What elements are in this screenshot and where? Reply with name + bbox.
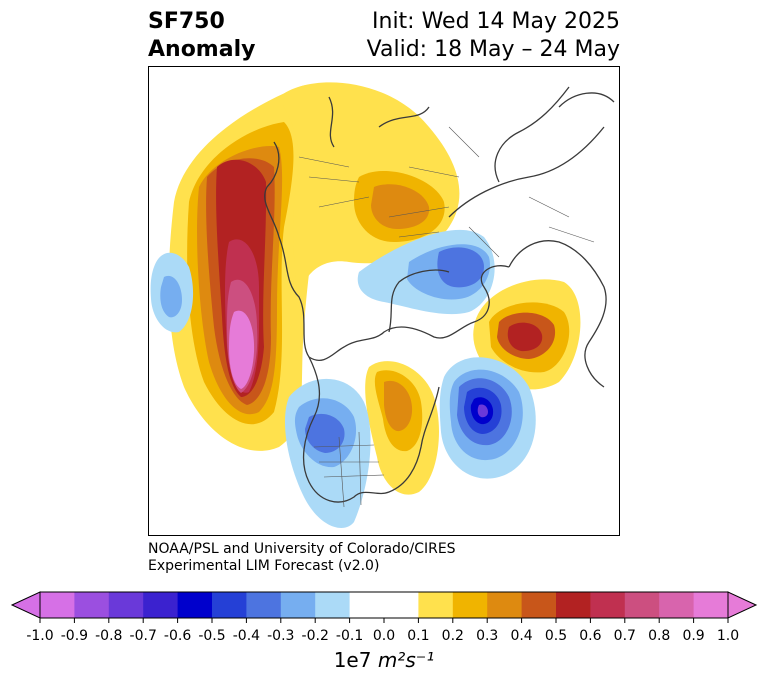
plot-title: SF750 Anomaly bbox=[148, 8, 255, 64]
colorbar-tick-label: -0.8 bbox=[95, 628, 122, 644]
colorbar-extend-max bbox=[727, 591, 758, 619]
colorbar-tick-label: -0.9 bbox=[61, 628, 88, 644]
colorbar-tick-label: 0.8 bbox=[648, 628, 670, 644]
colorbar-cell bbox=[452, 592, 488, 618]
colorbar-tick-label: -0.6 bbox=[164, 628, 191, 644]
credit-line-2: Experimental LIM Forecast (v2.0) bbox=[148, 558, 380, 574]
negative-anomaly-west-pacific bbox=[150, 252, 194, 333]
negative-anomaly-western-us bbox=[284, 378, 371, 529]
colorbar-cell bbox=[418, 592, 454, 618]
colorbar-tick-label: -0.1 bbox=[336, 628, 363, 644]
colorbar-cell bbox=[487, 592, 523, 618]
colorbar-cell bbox=[384, 592, 419, 618]
colorbar-cell bbox=[143, 592, 179, 618]
colorbar-cell bbox=[521, 592, 557, 618]
negative-anomaly-north-atlantic bbox=[439, 357, 536, 479]
positive-anomaly-eastern-us bbox=[365, 361, 439, 495]
units-math: m²s⁻¹ bbox=[377, 648, 435, 672]
init-date: Init: Wed 14 May 2025 bbox=[372, 9, 620, 34]
valid-range: Valid: 18 May – 24 May bbox=[366, 37, 620, 62]
colorbar-cell bbox=[108, 592, 144, 618]
forecast-dates: Init: Wed 14 May 2025 Valid: 18 May – 24… bbox=[367, 8, 620, 64]
negative-anomaly-arctic bbox=[357, 229, 495, 315]
colorbar-tick-label: 0.2 bbox=[442, 628, 464, 644]
colorbar-cell bbox=[280, 592, 316, 618]
map-panel bbox=[148, 66, 620, 536]
colorbar-cell bbox=[693, 592, 729, 618]
units-prefix: 1e7 bbox=[333, 648, 378, 672]
anomaly-map bbox=[150, 82, 615, 529]
political-borders bbox=[298, 126, 595, 508]
credit-line-1: NOAA/PSL and University of Colorado/CIRE… bbox=[148, 541, 456, 557]
colorbar-cell bbox=[590, 592, 626, 618]
colorbar-cell bbox=[246, 592, 282, 618]
colorbar-tick-label: 0.1 bbox=[407, 628, 429, 644]
positive-anomaly-gulf-of-alaska bbox=[168, 85, 339, 451]
colorbar-cell bbox=[315, 592, 351, 618]
colorbar-tick-label: 0.0 bbox=[373, 628, 395, 644]
title-variable: SF750 bbox=[148, 9, 225, 34]
colorbar-cell bbox=[659, 592, 695, 618]
title-anomaly: Anomaly bbox=[148, 37, 256, 62]
colorbar-tick-label: 0.6 bbox=[579, 628, 601, 644]
colorbar-tick-label: 0.9 bbox=[682, 628, 704, 644]
colorbar-units: 1e7 m²s⁻¹ bbox=[0, 648, 768, 672]
colorbar-tick-label: 0.3 bbox=[476, 628, 498, 644]
colorbar-tick-label: 1.0 bbox=[717, 628, 739, 644]
colorbar-tick-label: -0.2 bbox=[302, 628, 329, 644]
colorbar: -1.0 -0.9 -0.8 -0.7 -0.6 -0.5 -0.4 -0.3 -0.2 -0.1… bbox=[10, 591, 758, 644]
colorbar-cell bbox=[177, 592, 213, 618]
colorbar-cell bbox=[624, 592, 660, 618]
colorbar-cell bbox=[556, 592, 591, 618]
colorbar-tick-label: 0.5 bbox=[545, 628, 567, 644]
coastlines bbox=[264, 86, 615, 503]
credit-text: NOAA/PSL and University of Colorado/CIRE… bbox=[148, 541, 456, 575]
colorbar-cell bbox=[40, 592, 75, 618]
colorbar-tick-label: -0.4 bbox=[233, 628, 260, 644]
colorbar-tick-label: 0.7 bbox=[614, 628, 636, 644]
colorbar-cell bbox=[74, 592, 110, 618]
colorbar-tick-label: -0.7 bbox=[130, 628, 157, 644]
colorbar-tick-label: 0.4 bbox=[510, 628, 532, 644]
colorbar-extend-min bbox=[10, 591, 41, 619]
colorbar-tick-label: -0.5 bbox=[198, 628, 225, 644]
colorbar-cells bbox=[39, 591, 729, 619]
colorbar-cell bbox=[349, 592, 385, 618]
colorbar-tick-label: -1.0 bbox=[26, 628, 53, 644]
colorbar-tick-label: -0.3 bbox=[267, 628, 294, 644]
colorbar-ticks: -1.0 -0.9 -0.8 -0.7 -0.6 -0.5 -0.4 -0.3 -0.2 -0.1… bbox=[26, 618, 739, 644]
colorbar-cell bbox=[212, 592, 247, 618]
